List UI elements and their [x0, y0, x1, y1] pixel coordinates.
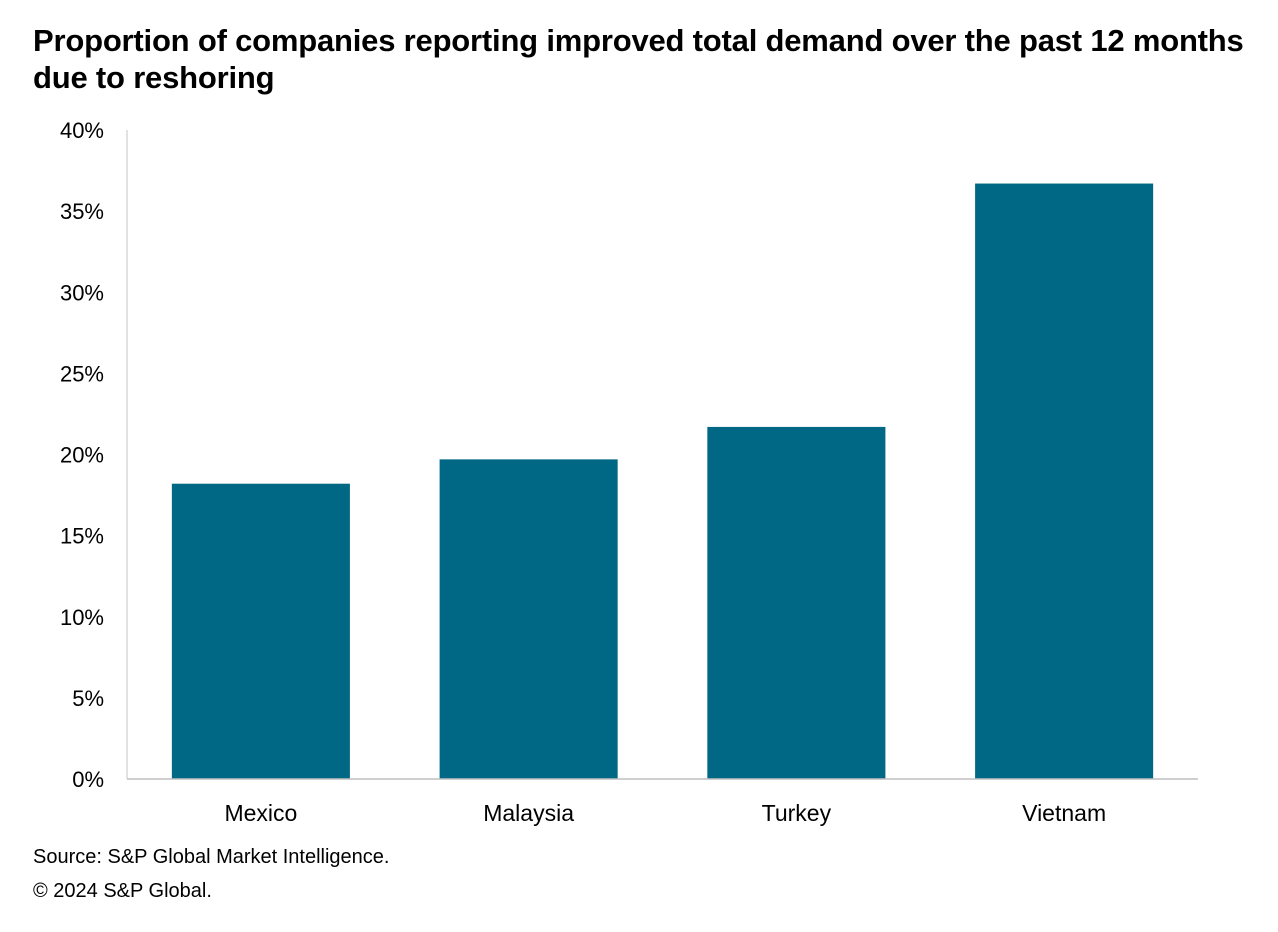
y-tick-label: 20% — [60, 443, 104, 468]
x-axis-labels: Mexico Malaysia Turkey Vietnam — [224, 800, 1106, 826]
bar-vietnam — [975, 183, 1154, 780]
bar-mexico — [171, 483, 350, 779]
source-note: Source: S&P Global Market Intelligence. — [33, 846, 390, 868]
x-category-label: Mexico — [224, 800, 297, 826]
y-tick-label: 25% — [60, 361, 104, 386]
bar-turkey — [707, 426, 886, 779]
y-tick-label: 40% — [60, 118, 104, 143]
x-category-label: Turkey — [762, 800, 832, 826]
bars — [171, 183, 1154, 780]
bar-chart: 0% 5% 10% 15% 20% 25% 30% 35% 40% Mexico Malaysia… — [60, 118, 1198, 826]
y-tick-label: 35% — [60, 199, 104, 224]
x-category-label: Vietnam — [1022, 800, 1106, 826]
y-tick-label: 15% — [60, 524, 104, 549]
y-tick-label: 5% — [72, 686, 104, 711]
copyright-note: © 2024 S&P Global. — [33, 880, 212, 902]
y-tick-label: 30% — [60, 280, 104, 305]
y-tick-label: 10% — [60, 605, 104, 630]
chart-title: Proportion of companies reporting improv… — [33, 23, 1244, 95]
y-axis-ticks: 0% 5% 10% 15% 20% 25% 30% 35% 40% — [60, 118, 104, 792]
x-category-label: Malaysia — [483, 800, 574, 826]
y-tick-label: 0% — [72, 767, 104, 792]
bar-malaysia — [439, 459, 618, 779]
